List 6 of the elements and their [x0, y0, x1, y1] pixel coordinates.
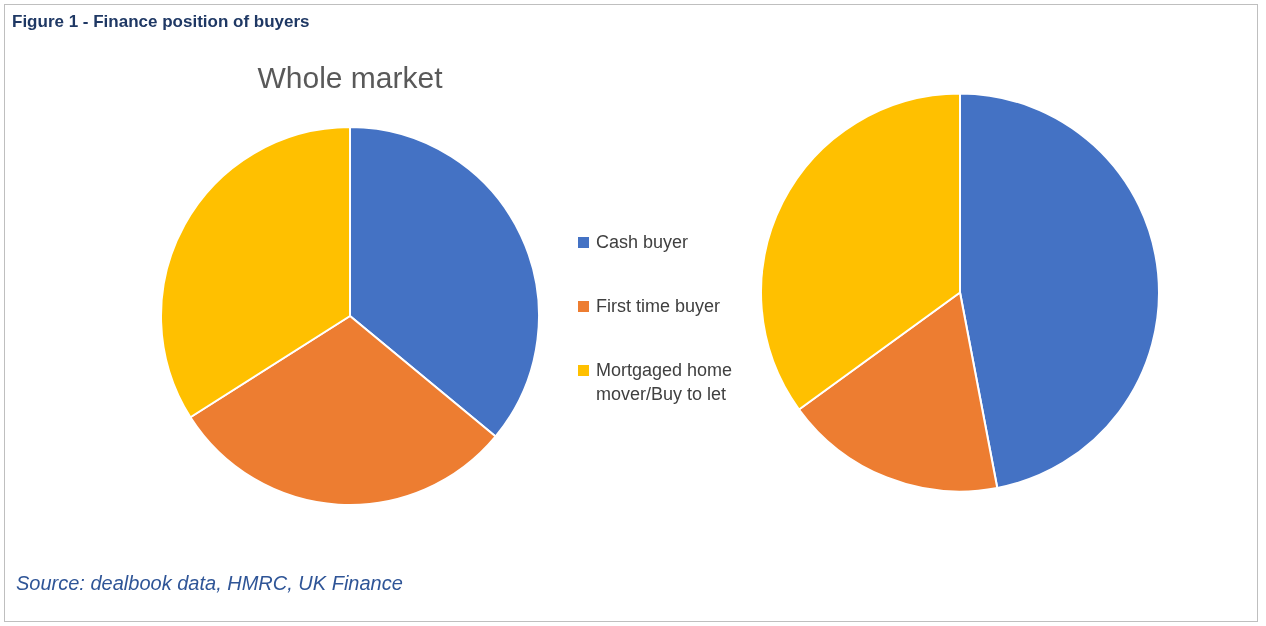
- caption: Figure 1 - Finance position of buyers: [12, 12, 310, 32]
- source-note: Source: dealbook data, HMRC, UK Finance: [16, 572, 403, 595]
- slice-label: Whole market: [257, 61, 444, 95]
- legend-label: First time buyer: [595, 295, 722, 318]
- legend-label: Cash buyer: [595, 231, 690, 254]
- legend-label: Mortgaged home mover/Buy to let: [595, 359, 734, 406]
